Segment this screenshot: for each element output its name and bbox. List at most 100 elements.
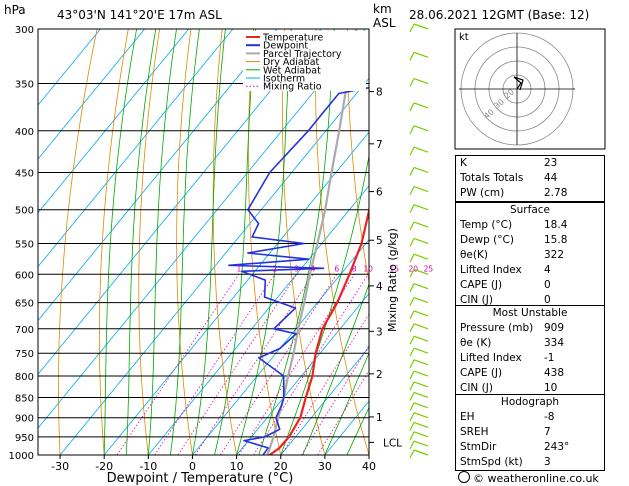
surface-label: Temp (°C) <box>460 219 513 231</box>
weatheronline-logo-icon <box>458 471 470 483</box>
most-unstable-value: 438 <box>544 367 565 379</box>
x-tick-label: 20 <box>274 460 288 473</box>
wind-barb <box>413 440 429 447</box>
wind-barb <box>413 421 429 428</box>
wind-barb-flag <box>409 381 415 391</box>
x-tick-label: 0 <box>189 460 196 473</box>
wind-barb <box>413 370 429 377</box>
wind-barb <box>413 297 429 304</box>
wind-barb <box>413 77 429 85</box>
mixing-ratio-line <box>219 274 338 455</box>
hodograph-table-value: 3 <box>544 456 551 468</box>
pressure-tick-label: 800 <box>15 372 34 383</box>
surface-label: θe(K) <box>460 249 488 261</box>
pw-value: 2.78 <box>544 187 568 199</box>
pressure-tick-label: 350 <box>15 80 34 91</box>
isotherm-line <box>38 29 278 322</box>
wind-barb <box>413 449 429 456</box>
surface-title: Surface <box>509 204 550 216</box>
totals-totals-label: Totals Totals <box>460 172 524 184</box>
temperature-tick-labels: -30 -20 -10 0 10 20 30 40 <box>51 455 376 473</box>
mixing-ratio-label: 4 <box>311 264 316 273</box>
hodograph-table-value: -8 <box>544 411 555 423</box>
isotherm-line <box>192 239 369 455</box>
wind-barb <box>413 268 429 275</box>
totals-totals-row: Totals Totals 44 <box>456 171 604 186</box>
hodograph-table-value: 243° <box>544 441 570 453</box>
pressure-tick-label: 850 <box>15 394 34 405</box>
hodograph-table-row: StmSpd (kt) 3 <box>456 455 604 470</box>
wind-barb-flag <box>409 78 415 87</box>
mixing-ratio-label: 1 <box>237 264 242 273</box>
mixing-ratio-line <box>280 313 369 455</box>
hodograph-table-label: SREH <box>460 426 489 438</box>
height-km-label: LCL <box>383 437 402 449</box>
wind-barb-flag <box>409 23 415 33</box>
pressure-tick-label: 700 <box>15 325 34 336</box>
surface-row: Lifted Index 4 <box>456 263 604 278</box>
pressure-tick-label: 400 <box>15 127 34 138</box>
hodograph-unit: kt <box>459 32 469 43</box>
pressure-tick-label: 1000 <box>9 451 34 462</box>
k-index-row: K 23 <box>456 156 604 171</box>
wind-barb-flag <box>409 238 415 247</box>
x-tick-label: -20 <box>95 460 113 473</box>
hodograph-table-row: SREH 7 <box>456 425 604 440</box>
wind-barb-flag <box>409 268 415 278</box>
wind-barb <box>413 102 429 109</box>
wind-barb-flag <box>409 125 415 135</box>
hodograph-trace <box>513 76 524 91</box>
mixing-ratio-label: 25 <box>424 264 434 273</box>
x-tick-label: 40 <box>362 460 376 473</box>
mixing-ratio-label: 3 <box>294 264 299 273</box>
most-unstable-value: -1 <box>544 352 555 364</box>
isotherm-line <box>38 29 101 106</box>
wind-barb <box>413 221 429 228</box>
k-index-value: 23 <box>544 157 558 169</box>
wind-barb-flag <box>409 370 415 380</box>
height-km-label: 2 <box>376 369 383 381</box>
wind-barb <box>413 237 429 245</box>
wind-barb-flag <box>409 186 415 195</box>
height-km-label: 6 <box>376 187 383 199</box>
isotherm-line <box>38 29 190 214</box>
wind-barb-flag <box>409 412 415 421</box>
most-unstable-row: CAPE (J) 438 <box>456 366 604 381</box>
mixing-ratio-label: 6 <box>334 264 339 273</box>
wind-barb <box>413 253 429 260</box>
mixing-ratio-line <box>253 274 369 455</box>
most-unstable-title: Most Unstable <box>492 307 568 319</box>
hodograph-table-row: StmDir 243° <box>456 440 604 455</box>
surface-value: 4 <box>544 264 551 276</box>
hodograph-table-label: StmSpd (kt) <box>460 456 523 468</box>
mixing-ratio-labels: 1 2 3 4 6 8 10 15 20 25 <box>237 264 434 273</box>
pressure-unit: hPa <box>4 3 26 17</box>
wind-barb-flag <box>409 359 415 369</box>
x-tick-label: 10 <box>230 460 244 473</box>
wind-barb <box>413 402 429 409</box>
pressure-tick-label: 300 <box>15 25 34 36</box>
wet-adiabat-line <box>192 29 226 455</box>
hodograph-table-label: EH <box>460 411 475 423</box>
wind-barb-flag <box>409 323 415 333</box>
wind-barb <box>413 335 429 342</box>
wind-barb <box>413 204 429 211</box>
wind-barb-flag <box>409 297 415 306</box>
isotherm-line <box>59 77 369 455</box>
wind-barb <box>413 186 429 193</box>
pressure-tick-label: 650 <box>15 299 34 310</box>
pw-label: PW (cm) <box>460 187 505 199</box>
dry-adiabat-line <box>58 29 98 455</box>
hodograph-table-row: EH -8 <box>456 410 604 425</box>
wind-barb-flag <box>409 449 415 459</box>
location-title: 43°03'N 141°20'E 17m ASL <box>57 8 222 22</box>
most-unstable-row: θe (K) 334 <box>456 336 604 351</box>
wet-adiabat-line <box>324 352 369 455</box>
pressure-tick-label: 750 <box>15 349 34 360</box>
height-km-labels: 8 7 6 5 4 3 2 1 LCL <box>369 87 402 449</box>
wind-barb <box>413 323 429 330</box>
most-unstable-row: Pressure (mb) 909 <box>456 321 604 336</box>
